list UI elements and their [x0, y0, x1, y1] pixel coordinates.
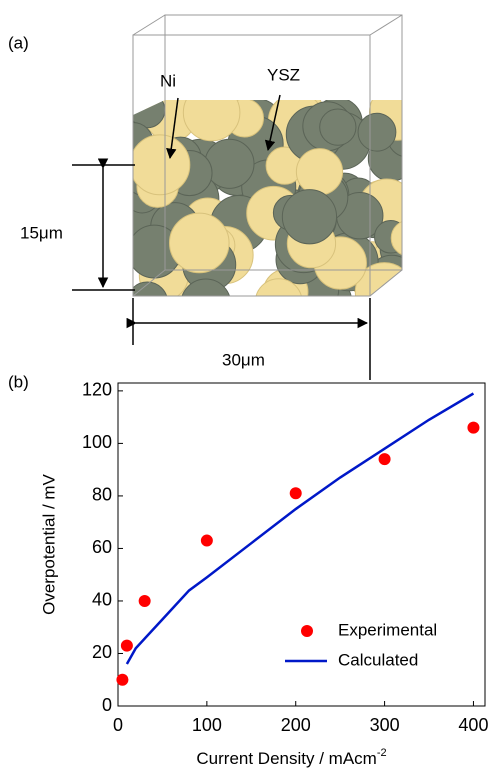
x-axis-label: Current Density / mAcm-2: [196, 747, 386, 769]
height-label: 15μm: [20, 223, 63, 242]
x-axis-label-sup: -2: [377, 747, 387, 759]
y-tick-label: 0: [102, 695, 112, 715]
data-point: [379, 453, 391, 465]
x-axis-label-text: Current Density / mAcm: [196, 749, 376, 768]
ysz-particle: [255, 279, 302, 326]
data-point: [467, 422, 479, 434]
ysz-particle: [391, 220, 427, 256]
data-point: [121, 640, 133, 652]
y-tick-label: 100: [82, 432, 112, 452]
y-tick-label: 20: [92, 642, 112, 662]
width-label: 30μm: [222, 350, 265, 369]
ni-label: Ni: [160, 71, 176, 90]
plot-frame: [118, 383, 485, 706]
legend-marker: [301, 625, 313, 637]
x-tick-label: 300: [370, 715, 400, 735]
data-point: [201, 535, 213, 547]
ysz-particle: [130, 135, 190, 195]
data-point: [139, 595, 151, 607]
ni-particle: [320, 109, 356, 145]
page: {"panel_a": {"label": "(a)", "ni": "Ni",…: [0, 0, 492, 772]
chart: 0 20 40 60 80 100 120 0 100 200 300 400 Current Dens…: [39, 380, 488, 769]
x-tick-label: 100: [192, 715, 222, 735]
ysz-particle: [183, 84, 240, 141]
x-tick-label: 200: [281, 715, 311, 735]
y-tick-label: 60: [92, 537, 112, 557]
microstructure: [112, 84, 429, 328]
y-tick-label: 40: [92, 590, 112, 610]
y-axis-label: Overpotential / mV: [39, 473, 58, 614]
ni-particle: [205, 139, 254, 188]
ysz-label: YSZ: [267, 65, 300, 84]
panel-label: (a): [8, 33, 29, 52]
ysz-particle: [296, 149, 342, 195]
data-point: [290, 487, 302, 499]
y-tick-label: 120: [82, 380, 112, 400]
ni-particle: [181, 279, 231, 329]
y-tick-label: 80: [92, 485, 112, 505]
panel-label: (b): [8, 372, 29, 391]
legend-label: Experimental: [338, 620, 437, 639]
ysz-particle: [169, 213, 229, 273]
x-tick-label: 0: [113, 715, 123, 735]
x-tick-label: 400: [458, 715, 488, 735]
figure: (a) Ni YSZ 15μm 30μm (b) 0 20 40 60 80 100 120…: [0, 0, 492, 772]
ni-particle: [282, 190, 336, 244]
ni-particle: [358, 113, 396, 151]
data-point: [116, 674, 128, 686]
legend-label: Calculated: [338, 650, 418, 669]
